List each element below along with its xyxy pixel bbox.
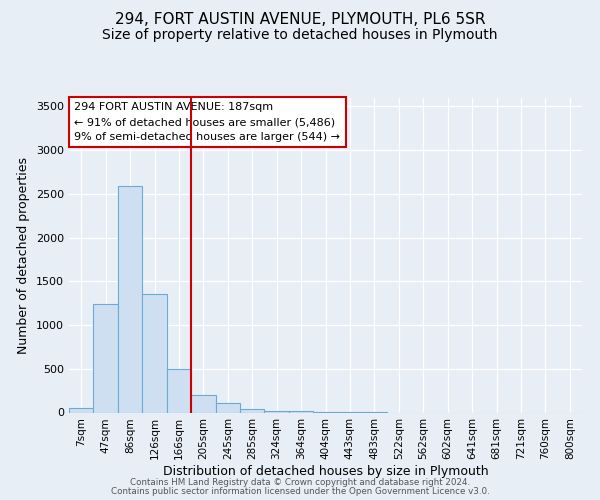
Text: 294, FORT AUSTIN AVENUE, PLYMOUTH, PL6 5SR: 294, FORT AUSTIN AVENUE, PLYMOUTH, PL6 5… bbox=[115, 12, 485, 28]
Bar bbox=[69, 408, 94, 412]
Bar bbox=[167, 369, 191, 412]
Bar bbox=[289, 411, 313, 412]
X-axis label: Distribution of detached houses by size in Plymouth: Distribution of detached houses by size … bbox=[163, 465, 488, 478]
Y-axis label: Number of detached properties: Number of detached properties bbox=[17, 156, 31, 354]
Text: Contains HM Land Registry data © Crown copyright and database right 2024.: Contains HM Land Registry data © Crown c… bbox=[130, 478, 470, 487]
Bar bbox=[265, 411, 289, 412]
Bar bbox=[215, 403, 240, 412]
Bar bbox=[142, 294, 167, 412]
Text: 294 FORT AUSTIN AVENUE: 187sqm
← 91% of detached houses are smaller (5,486)
9% o: 294 FORT AUSTIN AVENUE: 187sqm ← 91% of … bbox=[74, 102, 340, 142]
Bar bbox=[94, 304, 118, 412]
Bar bbox=[118, 186, 142, 412]
Bar bbox=[240, 409, 265, 412]
Text: Contains public sector information licensed under the Open Government Licence v3: Contains public sector information licen… bbox=[110, 487, 490, 496]
Bar bbox=[191, 395, 215, 412]
Text: Size of property relative to detached houses in Plymouth: Size of property relative to detached ho… bbox=[102, 28, 498, 42]
